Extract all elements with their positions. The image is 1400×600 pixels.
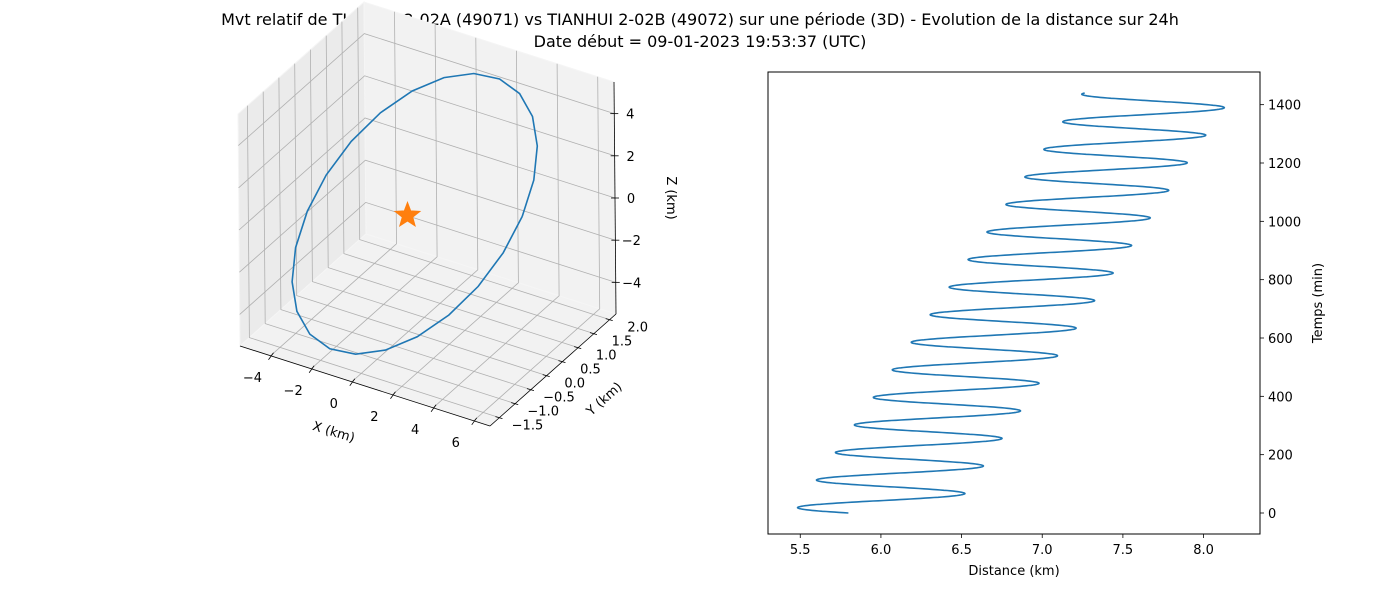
plot-frame xyxy=(767,71,1261,535)
z-tick-label: 2 xyxy=(626,150,634,165)
y-tick xyxy=(511,402,519,405)
grid-line-z xyxy=(238,75,615,189)
y-tick xyxy=(526,388,535,391)
z-tick-label: 4 xyxy=(626,108,634,123)
z-tick-label: 0 xyxy=(627,192,635,207)
grid-line-x xyxy=(310,24,438,370)
grid-line-y xyxy=(262,91,516,404)
grid-line-x xyxy=(473,76,601,422)
z-tick-label: −2 xyxy=(622,234,641,249)
y-tick xyxy=(605,318,613,321)
y-tick-label: 400 xyxy=(1268,390,1293,405)
orbit-3d-chart: −4 −2 0 2 4 6 −1.5−1.0−0.50.00.51.01.52.0 −4 −2 0… xyxy=(237,0,678,451)
distance-line xyxy=(796,92,1226,514)
y-tick-label: 1.5 xyxy=(612,335,633,350)
y-tick-label: −0.5 xyxy=(543,391,575,406)
grid-line-z xyxy=(239,159,616,273)
x-tick xyxy=(268,352,274,360)
plot-data xyxy=(796,92,1226,514)
z-tick-label: −4 xyxy=(622,276,641,291)
x-tick-label: 8.0 xyxy=(1193,543,1214,558)
y-tick-label: 1400 xyxy=(1268,99,1301,114)
grid-line-y xyxy=(278,77,532,390)
y-tick-label: −1.0 xyxy=(527,405,559,420)
grid-line-x xyxy=(351,37,479,383)
x-tick xyxy=(430,404,437,413)
origin-star-marker xyxy=(393,200,422,228)
y-tick-label: 800 xyxy=(1268,274,1293,289)
x-tick-label: 6 xyxy=(452,436,460,451)
x-tick-label: 6.0 xyxy=(871,543,892,558)
y-tick-label: 0.5 xyxy=(580,363,601,378)
grid-line-y xyxy=(310,49,563,362)
axes-grid xyxy=(238,7,616,422)
figure-title-line1: Mvt relatif de TIANHUI 2-02A (49071) vs … xyxy=(221,10,1179,29)
x-tick-label: 7.0 xyxy=(1032,543,1053,558)
grid-line-y xyxy=(325,35,579,348)
grid-line-y xyxy=(294,63,547,376)
x-tick-label: 5.5 xyxy=(790,543,811,558)
x-tick-label: 2 xyxy=(370,410,378,425)
y-tick-label: 1200 xyxy=(1268,157,1301,172)
grid-line-x xyxy=(392,50,519,396)
y-axis-label: Y (km) xyxy=(583,380,625,420)
y-tick xyxy=(589,332,598,335)
grid-line-x xyxy=(270,11,397,357)
grid-line-y xyxy=(357,7,610,320)
x-tick xyxy=(471,417,478,426)
x-tick-label: 6.5 xyxy=(951,543,972,558)
y-tick-label: 0.0 xyxy=(564,377,585,392)
y-axis-line xyxy=(489,313,617,427)
x-tick xyxy=(390,391,396,400)
x-tick xyxy=(308,365,315,373)
grid-line-z xyxy=(238,117,616,231)
y-tick xyxy=(495,416,503,419)
x-axis-line xyxy=(239,345,491,427)
grid-line-y xyxy=(247,105,500,418)
x-tick-label: −2 xyxy=(284,384,303,399)
y-axis-label: Temps (min) xyxy=(1311,263,1326,344)
x-axis-label: X (km) xyxy=(311,419,357,446)
y-tick-label: 2.0 xyxy=(627,321,648,336)
figure-title-line2: Date début = 09-01-2023 19:53:37 (UTC) xyxy=(533,32,867,51)
grid-line-z xyxy=(238,33,615,146)
x-tick xyxy=(349,378,356,387)
orbit-line xyxy=(291,72,539,356)
axes-frame: −4 −2 0 2 4 6 −1.5−1.0−0.50.00.51.01.52.0 −4 −2 0… xyxy=(239,81,648,451)
x-tick-label: 4 xyxy=(411,423,419,438)
y-tick-label: 1.0 xyxy=(596,349,617,364)
grid-line-z xyxy=(239,201,616,315)
x-tick-label: 0 xyxy=(330,397,338,412)
y-tick xyxy=(558,360,566,363)
y-tick-label: 0 xyxy=(1268,507,1276,522)
grid-line-x xyxy=(432,63,560,409)
plot-data xyxy=(291,72,539,356)
axis-ticks: 5.5 6.0 6.5 7.0 7.5 8.0 0 200 400 600 800 1000 1200 1… xyxy=(790,99,1301,558)
y-tick-label: −1.5 xyxy=(512,419,544,434)
y-tick-label: 200 xyxy=(1268,449,1293,464)
x-tick-label: −4 xyxy=(243,371,262,386)
y-tick xyxy=(574,346,582,349)
x-axis-label: Distance (km) xyxy=(968,564,1059,579)
grid-line-y xyxy=(341,21,595,334)
x-tick-label: 7.5 xyxy=(1113,543,1134,558)
z-axis-label: Z (km) xyxy=(663,176,678,219)
y-tick xyxy=(542,374,550,377)
y-tick-label: 600 xyxy=(1268,332,1293,347)
y-tick-label: 1000 xyxy=(1268,215,1301,230)
